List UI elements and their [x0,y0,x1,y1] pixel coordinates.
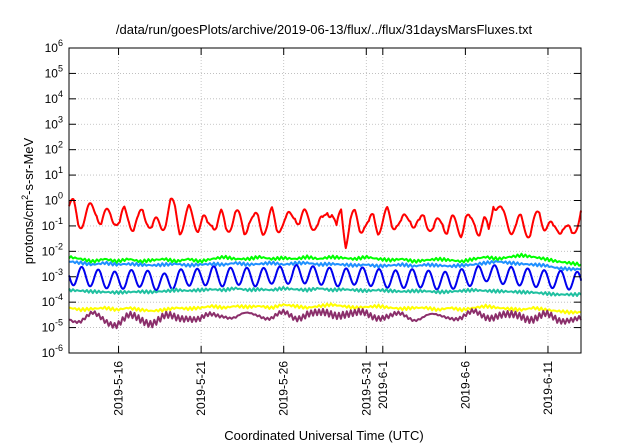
x-axis-label: Coordinated Universal Time (UTC) [224,428,423,443]
y-tick-label: 10-4 [42,292,63,309]
y-tick-label: 101 [45,165,63,182]
series-line-3 [68,260,582,272]
chart-title: /data/run/goesPlots/archive/2019-06-13/f… [116,22,533,37]
y-tick-label: 100 [45,191,63,208]
y-tick-label: 102 [45,140,63,157]
x-tick-label: 2019-5-21 [194,361,208,416]
x-tick-label: 2019-6-6 [458,361,472,409]
series-layer [68,197,582,330]
y-tick-label: 106 [45,38,63,55]
x-tick-label: 2019-6-11 [541,361,555,415]
series-line-1 [68,197,582,250]
y-axis-label: protons/cm2-s-sr-MeV [20,137,36,264]
y-tick-label: 105 [45,63,63,80]
x-tick-label: 2019-5-16 [112,361,126,416]
y-tick-label: 103 [45,114,63,131]
series-line-6 [68,302,582,315]
series-line-4 [68,264,582,292]
y-tick-label: 104 [45,89,63,106]
series-line-7 [68,307,582,330]
ticks: 10-6 10-5 10-4 10-3 10-2 10-1 100 101 102 103 104 1… [42,38,581,416]
series-line-2 [68,252,582,267]
x-tick-label: 2019-5-31 [359,361,373,416]
series-line-5 [68,285,582,297]
y-tick-label: 10-1 [42,216,63,233]
y-tick-label: 10-3 [42,267,63,284]
x-tick-label: 2019-6-1 [376,361,390,409]
y-tick-label: 10-5 [42,318,63,335]
x-tick-label: 2019-5-26 [277,361,291,416]
y-tick-label: 10-6 [42,343,63,360]
y-tick-label: 10-2 [42,241,63,258]
grid [69,48,581,353]
y-axis-label-group: protons/cm2-s-sr-MeV [20,137,36,264]
